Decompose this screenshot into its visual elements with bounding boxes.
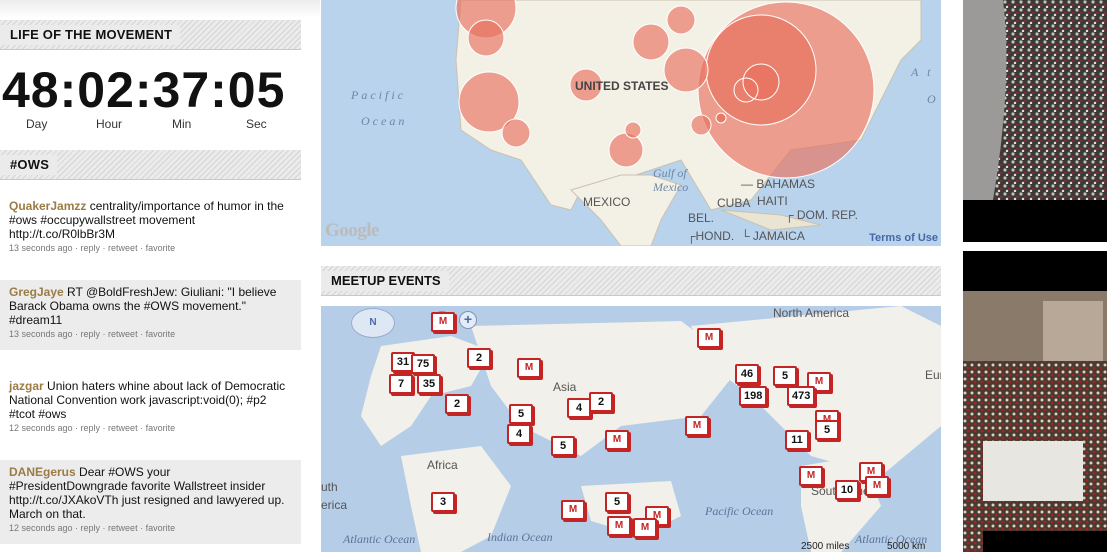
label-honduras: ┌HOND. [687,229,735,243]
meetup-section-header: MEETUP EVENTS [321,266,941,296]
label-united-states: UNITED STATES [575,79,669,93]
tweet-user[interactable]: GregJaye [9,285,64,299]
label-europe-partial: Eur [925,368,941,382]
left-column: LIFE OF THE MOVEMENT 48:02:37:05 Day Hou… [0,0,302,552]
label-jamaica: └ JAMAICA [741,229,805,243]
label-atlantic-left: Atlantic Ocean [343,532,416,546]
top-fade [0,0,320,18]
meetup-marker[interactable]: 5 [773,366,797,386]
meetup-marker[interactable]: M [605,430,629,450]
meetup-marker[interactable]: 198 [739,386,768,406]
label-atlantic-o: O [927,92,939,106]
meetup-marker[interactable]: 35 [417,374,441,394]
life-header-title: LIFE OF THE MOVEMENT [0,25,181,45]
meetup-marker[interactable]: 10 [835,480,859,500]
meetup-map[interactable]: N − + North America Asia Africa South Am… [321,306,941,552]
tweet-meta[interactable]: 12 seconds ago · reply · retweet · favor… [9,523,176,533]
clock-label-min: Min [172,117,192,131]
label-belize: BEL. [688,211,715,225]
ows-section-header: #OWS [0,150,301,180]
clock-label-day: Day [26,117,48,131]
north-label: N [369,317,377,328]
label-dom-rep: ┌ DOM. REP. [785,208,858,222]
tweet-meta[interactable]: 13 seconds ago · reply · retweet · favor… [9,329,176,339]
meetup-header-title: MEETUP EVENTS [321,271,449,291]
meetup-marker[interactable]: M [561,500,585,520]
label-cuba: CUBA [717,196,751,210]
label-pacific-ocean: Pacific Ocean [705,504,774,518]
meetup-marker[interactable]: M [607,516,631,536]
clock-labels: Day Hour Min Sec [0,117,302,133]
label-indian-ocean: Indian Ocean [487,530,553,544]
tweet-user[interactable]: DANEgerus [9,465,76,479]
meetup-marker[interactable]: 2 [589,392,613,412]
label-gulf-mexico: Mexico [653,180,689,194]
label-mexico: MEXICO [583,195,631,209]
tweet-user[interactable]: QuakerJamzz [9,199,87,213]
meetup-marker[interactable]: 5 [605,492,629,512]
tweet-item: jazgar Union haters whine about lack of … [0,374,301,436]
meetup-marker[interactable]: M [685,416,709,436]
label-bahamas: — BAHAMAS [741,177,816,191]
label-gulf: Gulf of [653,166,687,180]
meetup-marker[interactable]: 46 [735,364,759,384]
meetup-marker[interactable]: 5 [551,436,575,456]
meetup-marker[interactable]: 473 [787,386,816,406]
tweet-user[interactable]: jazgar [9,379,44,393]
meetup-marker[interactable]: M [431,312,455,332]
label-pacific-ocean: Ocean [361,114,408,128]
tweet-text: Union haters whine about lack of Democra… [9,379,286,421]
scale-km: 5000 km [887,541,926,552]
label-africa: Africa [427,458,458,472]
tweet-item: QuakerJamzz centrality/importance of hum… [0,194,301,256]
movement-clock: 48:02:37:05 [2,62,286,118]
label-atlantic-right: Atlantic Ocean [855,532,928,546]
meetup-marker[interactable]: M [697,328,721,348]
meetup-marker[interactable]: 75 [411,354,435,374]
zoom-in-button[interactable]: + [459,311,477,329]
tweet-item: DANEgerus Dear #OWS your #PresidentDowng… [0,460,301,544]
meetup-marker[interactable]: M [865,476,889,496]
meetup-marker[interactable]: 4 [567,398,591,418]
tweet-item: GregJaye RT @BoldFreshJew: Giuliani: "I … [0,280,301,350]
crowd-photo-image [963,251,1107,552]
meetup-marker[interactable]: 2 [445,394,469,414]
google-logo: Google [325,220,380,241]
crowd-photo-image [963,0,1107,242]
map-pan-control[interactable]: N [351,308,395,338]
tweet-meta[interactable]: 13 seconds ago · reply · retweet · favor… [9,243,176,253]
label-atlantic-a: A t [911,65,934,79]
label-haiti: HAITI [757,194,788,208]
tweet-text: centrality/importance of humor in the #o… [9,199,284,241]
tweet-meta[interactable]: 12 seconds ago · reply · retweet · favor… [9,423,176,433]
scale-miles: 2500 miles [801,541,850,552]
clock-label-sec: Sec [246,117,267,131]
activity-bubbles [455,0,875,179]
tweet-text: RT @BoldFreshJew: Giuliani: "I believe B… [9,285,277,327]
meetup-marker[interactable]: 5 [509,404,533,424]
protest-photo-bottom[interactable] [963,251,1107,552]
label-pacific: Pacific [351,88,406,102]
label-asia: Asia [553,380,577,394]
meetup-marker[interactable]: 4 [507,424,531,444]
meetup-marker[interactable]: 3 [431,492,455,512]
meetup-marker[interactable]: M [799,466,823,486]
label-south-partial: uth [321,480,338,494]
clock-label-hour: Hour [96,117,123,131]
life-section-header: LIFE OF THE MOVEMENT [0,20,301,50]
protest-photo-top[interactable] [963,0,1107,242]
tweet-text: Dear #OWS your #PresidentDowngrade favor… [9,465,285,521]
label-north-america: North America [773,306,850,320]
meetup-marker[interactable]: 11 [785,430,809,450]
activity-map[interactable]: UNITED STATES MEXICO — BAHAMAS CUBA HAIT… [321,0,941,246]
meetup-marker[interactable]: 2 [467,348,491,368]
ows-header-title: #OWS [0,155,58,175]
terms-of-use-link[interactable]: Terms of Use [869,232,938,244]
label-erica-partial: erica [321,498,348,512]
meetup-marker[interactable]: 7 [389,374,413,394]
meetup-marker[interactable]: 5 [815,420,839,440]
world-land [361,306,941,552]
meetup-marker[interactable]: M [517,358,541,378]
meetup-marker[interactable]: M [633,518,657,538]
